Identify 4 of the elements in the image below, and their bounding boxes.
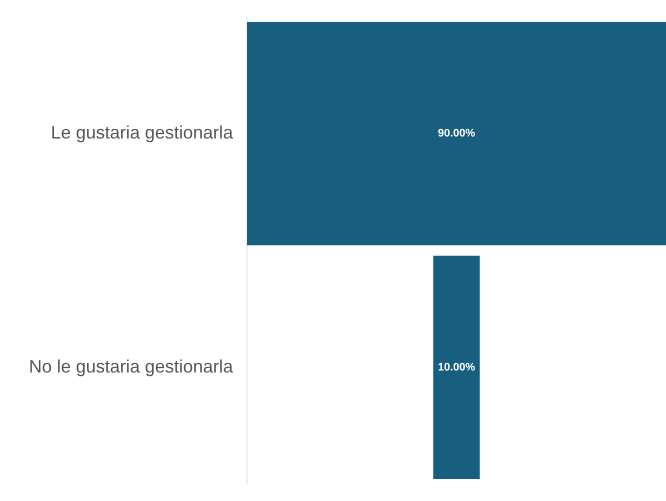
category-label: Le gustaria gestionarla xyxy=(50,122,234,143)
data-label: 10.00% xyxy=(438,361,476,374)
data-label: 90.00% xyxy=(438,128,476,140)
category-label: No le gustaria gestionarla xyxy=(28,356,234,376)
